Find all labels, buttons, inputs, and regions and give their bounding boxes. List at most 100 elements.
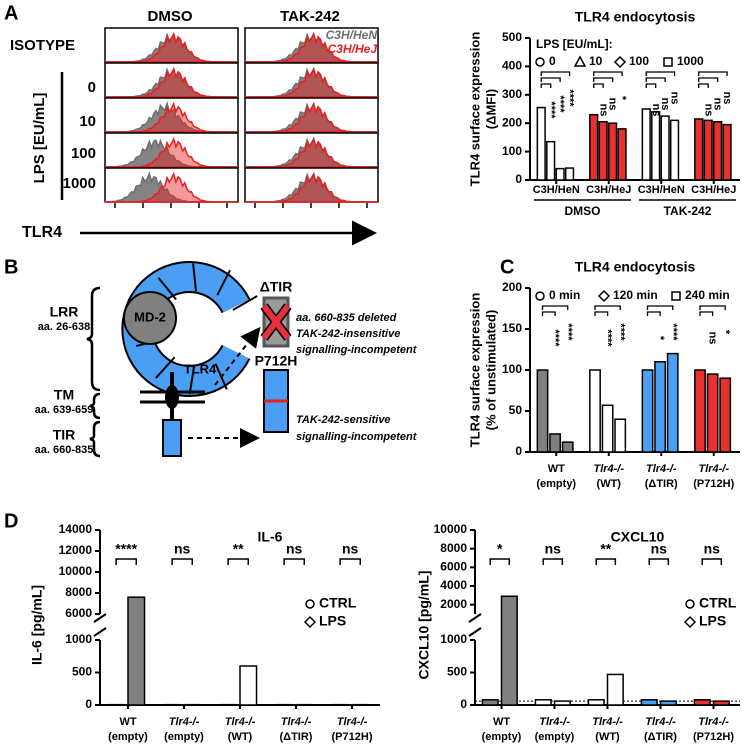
histogram [105,136,238,168]
text: ns [597,104,609,117]
text: ns [286,541,303,557]
sig-bracket [171,558,194,565]
text: 500 [447,665,467,679]
text: 1000 [677,54,704,68]
text: WT [548,463,565,475]
text: ns [651,541,668,557]
text: signalling-incompetent [296,431,418,443]
legend-marker [573,55,587,67]
text: 0 min [549,288,580,302]
text: 0 [88,79,96,96]
sig-bracket [648,558,670,565]
lrr-segment [216,269,231,296]
lrr-segment [157,277,177,301]
bar [500,595,518,706]
bar [651,111,661,181]
text: TAK-242-sensitive [296,414,391,426]
sig-bracket [283,558,306,565]
text: 0 [549,54,556,68]
sig-bracket [698,77,719,82]
bar [669,119,680,181]
axis-break [93,627,107,637]
text: Tlr4-/- [646,463,677,475]
text: 2000 [440,597,467,611]
sig-bracket [595,558,617,565]
text: C3H/HeJ [586,184,631,196]
text: aa. 26-638 [38,321,91,333]
text: TAK-242-insensitive [296,328,400,340]
text: 1000 [63,175,96,192]
text: ns [669,92,681,105]
text: (P712H) [332,731,373,743]
text: CXCL10 [pg/mL] [416,571,432,680]
bar [693,699,711,706]
histogram [105,101,238,133]
bar [536,369,549,453]
text: 10000 [434,522,468,536]
text: Tlr4-/- [592,716,623,728]
bar [127,596,146,706]
text: TLR4 surface expression [467,32,482,187]
text: 300 [502,87,522,101]
text: LPS [EU/mL]: [536,37,613,51]
text: **** [667,323,679,341]
text: **** [614,323,626,341]
text: CTRL [699,595,737,611]
sig-bracket [540,71,571,76]
text: (P712H) [693,731,734,743]
bar [589,113,599,181]
text: (P712H) [693,478,734,490]
text: Tlr4-/- [645,716,676,728]
text: CXCL10 [611,529,665,545]
text: 100 [629,54,649,68]
bar [589,369,601,453]
sig-bracket [699,311,714,316]
bar [617,128,627,181]
histogram [245,136,378,168]
text: (empty) [536,478,576,490]
bar [598,121,608,181]
histogram [245,101,378,133]
bar [706,373,719,453]
legend-marker [597,289,611,303]
text: (empty) [108,731,148,743]
bar [641,369,654,453]
text: TAK-242 [664,204,712,218]
sig-bracket [540,83,552,88]
arrow [214,326,261,386]
text: Tlr4-/- [337,716,368,728]
text: (WT) [228,731,253,743]
text: B [4,256,18,278]
text: DMSO [565,204,601,218]
text: * [654,336,666,341]
lrr-segment [155,356,176,379]
bar [712,700,730,706]
text: TLR4 endocytosis [575,259,696,275]
text: ** [233,541,244,557]
text: 0 [515,172,522,186]
sig-bracket [698,71,728,76]
bar [722,123,732,181]
text: (ΔTIR) [645,478,678,490]
text: C3H/HeN [533,184,580,196]
text: ΔTIR [260,279,293,295]
text: (ΔTIR) [280,731,313,743]
bar [606,673,624,706]
sig-bracket [645,71,676,76]
text: LPS [699,613,726,629]
bar [641,108,651,181]
sig-bracket [339,558,362,565]
text: TLR4 surface expression [467,293,482,448]
text: aa. 639-659 [35,404,94,416]
legend-marker [535,291,545,301]
text: ns [607,98,619,111]
text: Tlr4-/- [169,716,200,728]
text: TM [54,387,74,403]
sig-bracket [541,305,569,310]
text: 8000 [65,585,92,599]
text: (% of unstimulated) [483,310,498,431]
sig-bracket [542,558,564,565]
text: 8000 [440,541,467,555]
text: 1000 [440,632,467,646]
text: (empty) [535,731,575,743]
